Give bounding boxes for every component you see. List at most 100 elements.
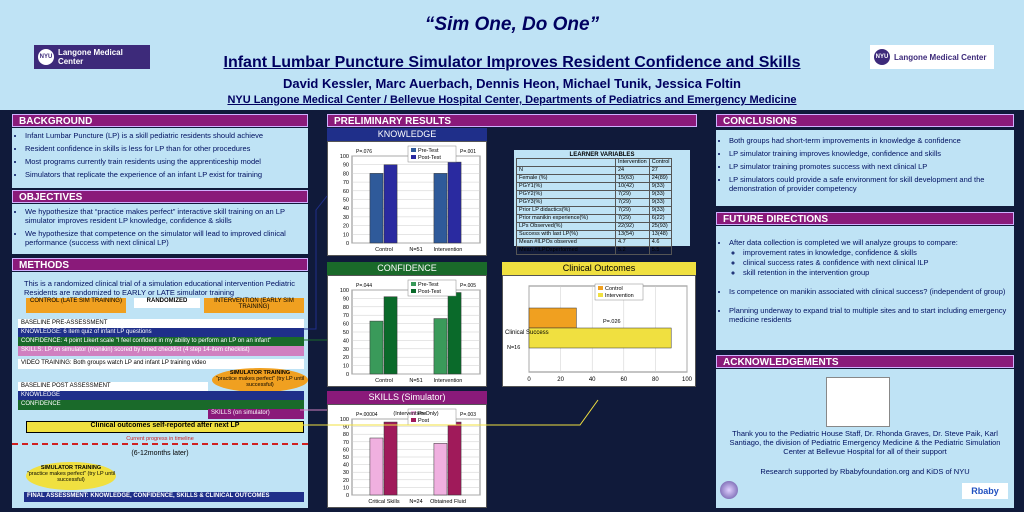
n-label: N=51 bbox=[409, 378, 422, 384]
y-tick-label: 20 bbox=[343, 478, 349, 484]
clinical-outcomes-title: Clinical Outcomes bbox=[502, 262, 696, 275]
y-tick-label: 40 bbox=[343, 338, 349, 344]
table-cell: 7(29) bbox=[615, 214, 650, 223]
p-value-label: P=.026 bbox=[603, 319, 621, 325]
y-tick-label: 50 bbox=[343, 455, 349, 461]
timeline-label: Current progress in timeline bbox=[126, 436, 194, 442]
x-tick-label: Critical Skills bbox=[368, 499, 399, 505]
table-cell: 7(29) bbox=[615, 206, 650, 215]
legend-swatch bbox=[411, 418, 416, 422]
p-value-label: P=.044 bbox=[356, 283, 372, 289]
table-cell: Control bbox=[648, 158, 673, 167]
baseline-pre: BASELINE PRE-ASSESSMENT bbox=[18, 319, 304, 329]
table-cell: 9(33) bbox=[648, 206, 673, 215]
x-tick-label: 20 bbox=[557, 377, 564, 383]
randomized-box: RANDOMIZED bbox=[134, 298, 200, 308]
confidence-pre: CONFIDENCE: 4 point Likert scale "I feel… bbox=[18, 337, 304, 347]
y-tick-label: 30 bbox=[343, 347, 349, 353]
n-label: N=16 bbox=[507, 345, 520, 351]
legend-label: Post-Test bbox=[418, 289, 441, 295]
table-cell: 7(29) bbox=[615, 190, 650, 199]
y-tick-label: 0 bbox=[346, 241, 349, 247]
legend-label: Pre-Test bbox=[418, 148, 439, 154]
table-cell bbox=[516, 158, 616, 167]
n-label: N=24 bbox=[409, 499, 422, 505]
table-cell: 13(54) bbox=[615, 230, 650, 239]
x-tick-label: Intervention bbox=[434, 378, 463, 384]
methods-intro: This is a randomized clinical trial of a… bbox=[24, 279, 295, 297]
y-tick-label: 10 bbox=[343, 485, 349, 491]
ack-thanks: Thank you to the Pediatric House Staff, … bbox=[729, 429, 1001, 456]
skills-pre: SKILLS: LP on simulator (manikin) scored… bbox=[18, 346, 304, 356]
future-intro: After data collection is completed we wi… bbox=[729, 238, 958, 247]
p-value-label: P=.005 bbox=[460, 283, 476, 289]
bullet: After data collection is completed we wi… bbox=[729, 238, 1009, 277]
learner-title: LEARNER VARIABLES bbox=[569, 152, 635, 158]
legend-box bbox=[594, 283, 644, 301]
table-cell: PGY3(%) bbox=[516, 198, 616, 207]
table-cell: 24(89) bbox=[648, 174, 673, 183]
bar bbox=[383, 421, 398, 496]
bar bbox=[447, 421, 462, 496]
bullet: Infant Lumbar Puncture (LP) is a skill p… bbox=[25, 131, 303, 140]
poster-subtitle: Infant Lumbar Puncture Simulator Improve… bbox=[223, 54, 801, 71]
background-panel: Infant Lumbar Puncture (LP) is a skill p… bbox=[12, 128, 308, 188]
bar bbox=[383, 164, 398, 244]
table-cell: N bbox=[516, 166, 616, 175]
table-cell: 5.2 bbox=[615, 246, 650, 255]
legend-swatch bbox=[598, 286, 603, 290]
final-assessment: FINAL ASSESSMENT: KNOWLEDGE, CONFIDENCE,… bbox=[24, 492, 304, 502]
legend-swatch bbox=[411, 282, 416, 286]
table-row: LPs Observed(%) 22(92) 25(93) bbox=[516, 222, 673, 231]
clinical-outcomes-chart: 0 20 40 60 80 100 Clinical Success ControlInter… bbox=[502, 275, 696, 387]
conclusions-heading: CONCLUSIONS bbox=[716, 114, 1014, 127]
table-cell: Mean #ILPOs observed bbox=[516, 238, 616, 247]
clinical-outcomes-box: Clinical outcomes self-reported after ne… bbox=[26, 421, 304, 433]
nyu-logo-left: NYU Langone Medical Center bbox=[34, 45, 150, 69]
y-tick-label: 0 bbox=[346, 493, 349, 499]
x-tick-label: Intervention bbox=[434, 247, 463, 253]
affiliation: NYU Langone Medical Center / Bellevue Ho… bbox=[227, 94, 797, 106]
y-tick-label: 70 bbox=[343, 180, 349, 186]
table-cell: 9(33) bbox=[648, 182, 673, 191]
table-cell: Prior manikin experience(%) bbox=[516, 214, 616, 223]
nyu-logo-right: NYU Langone Medical Center bbox=[870, 45, 994, 69]
legend-label: Control bbox=[605, 286, 623, 292]
legend-swatch bbox=[411, 148, 416, 152]
legend-label: Post bbox=[418, 418, 429, 424]
y-tick-label: 0 bbox=[346, 372, 349, 378]
future-panel: After data collection is completed we wi… bbox=[716, 226, 1014, 350]
confidence-post: CONFIDENCE bbox=[18, 400, 304, 410]
table-row: PGY3(%) 7(29) 9(33) bbox=[516, 198, 673, 207]
sub-bullet: skill retention in the intervention grou… bbox=[743, 268, 1009, 277]
confidence-chart: 0 10 20 30 40 50 60 70 80 90 100 Control Interventio… bbox=[327, 275, 487, 387]
table-cell: 9(33) bbox=[648, 190, 673, 199]
knowledge-post: KNOWLEDGE bbox=[18, 391, 304, 401]
future-heading: FUTURE DIRECTIONS bbox=[716, 212, 1014, 225]
baseline-post: BASELINE POST ASSESSMENT bbox=[18, 382, 208, 392]
table-cell: 25(93) bbox=[648, 222, 673, 231]
methods-heading: METHODS bbox=[12, 258, 308, 271]
y-tick-label: 50 bbox=[343, 330, 349, 336]
objectives-panel: We hypothesize that “practice makes perf… bbox=[12, 204, 308, 254]
bar bbox=[369, 173, 384, 244]
legend-swatch bbox=[598, 293, 603, 297]
timeline-divider bbox=[12, 443, 308, 445]
bullet: Simulators that replicate the experience… bbox=[25, 170, 303, 179]
y-tick-label: 30 bbox=[343, 470, 349, 476]
learner-variables: LEARNER VARIABLES Intervention Control N… bbox=[514, 150, 690, 255]
bar bbox=[447, 292, 462, 375]
authors: David Kessler, Marc Auerbach, Dennis Heo… bbox=[282, 76, 742, 91]
x-tick-label: 100 bbox=[682, 377, 693, 383]
y-tick-label: 30 bbox=[343, 215, 349, 221]
knowledge-pre: KNOWLEDGE: 6 item quiz of infant LP ques… bbox=[18, 328, 304, 338]
table-cell: LPs Observed(%) bbox=[516, 222, 616, 231]
y-tick-label: 90 bbox=[343, 425, 349, 431]
bullet: LP simulators could provide a safe envir… bbox=[729, 175, 1009, 193]
y-tick-label: 90 bbox=[343, 163, 349, 169]
y-tick-label: 10 bbox=[343, 232, 349, 238]
objectives-heading: OBJECTIVES bbox=[12, 190, 308, 203]
table-row: Prior LP didactics(%) 7(29) 9(33) bbox=[516, 206, 673, 215]
sim-training-oval-late: SIMULATOR TRAINING "practice makes perfe… bbox=[26, 462, 116, 490]
